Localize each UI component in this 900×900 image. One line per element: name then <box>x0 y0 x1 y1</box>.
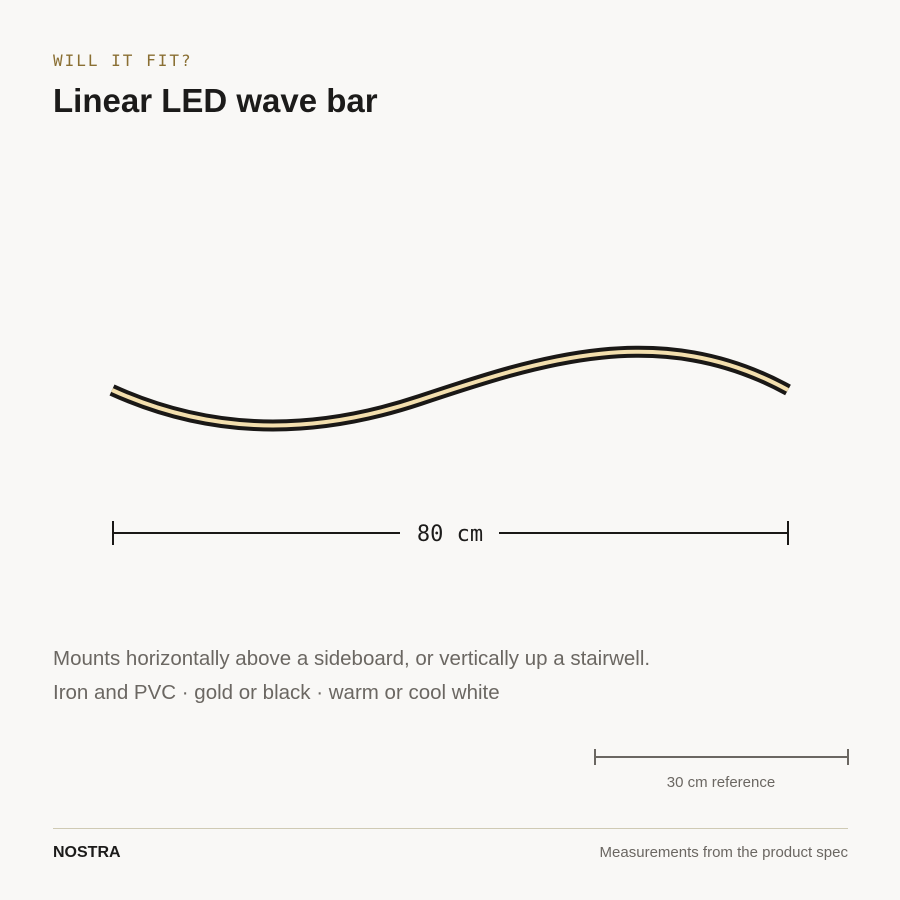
description-mounting: Mounts horizontally above a sideboard, o… <box>53 647 651 670</box>
reference-label: 30 cm reference <box>666 774 776 791</box>
footer-note: Measurements from the product spec <box>599 844 848 861</box>
description-materials: Iron and PVC · gold or black · warm or c… <box>53 681 500 704</box>
width-dimension: 80 cm <box>112 521 789 547</box>
reference-scale-bar <box>594 749 849 765</box>
page-title: Linear LED wave bar <box>53 82 378 119</box>
footer-divider <box>53 828 848 829</box>
led-wave-bar <box>109 345 791 432</box>
brand-name: NOSTRA <box>53 844 121 861</box>
dimension-label: 80 cm <box>417 522 483 547</box>
eyebrow-label: WILL IT FIT? <box>53 51 193 70</box>
led-bar-light-strip <box>111 349 789 428</box>
